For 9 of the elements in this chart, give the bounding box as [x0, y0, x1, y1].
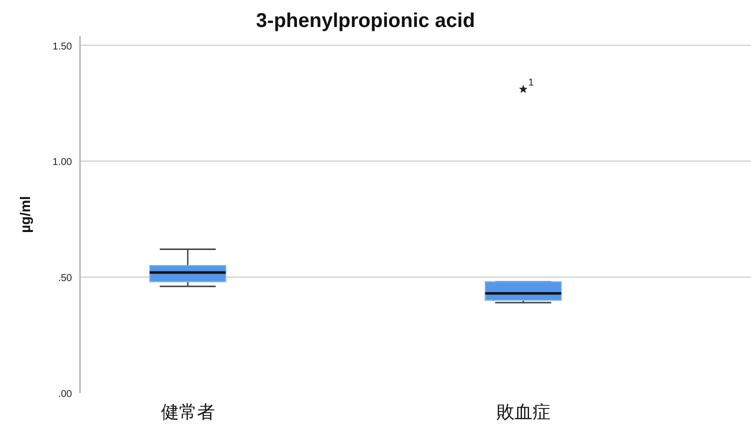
- y-tick-label: .00: [58, 389, 72, 400]
- y-tick-label: 1.50: [52, 41, 72, 52]
- chart-title: 3-phenylpropionic acid: [256, 10, 475, 32]
- annotation: 1: [528, 77, 534, 88]
- y-tick-label: .50: [58, 273, 72, 284]
- y-axis-title: µg/ml: [17, 196, 33, 233]
- y-tick-label: 1.00: [52, 157, 72, 168]
- x-tick-label: 健常者: [160, 402, 215, 422]
- x-tick-label: 敗血症: [496, 402, 550, 422]
